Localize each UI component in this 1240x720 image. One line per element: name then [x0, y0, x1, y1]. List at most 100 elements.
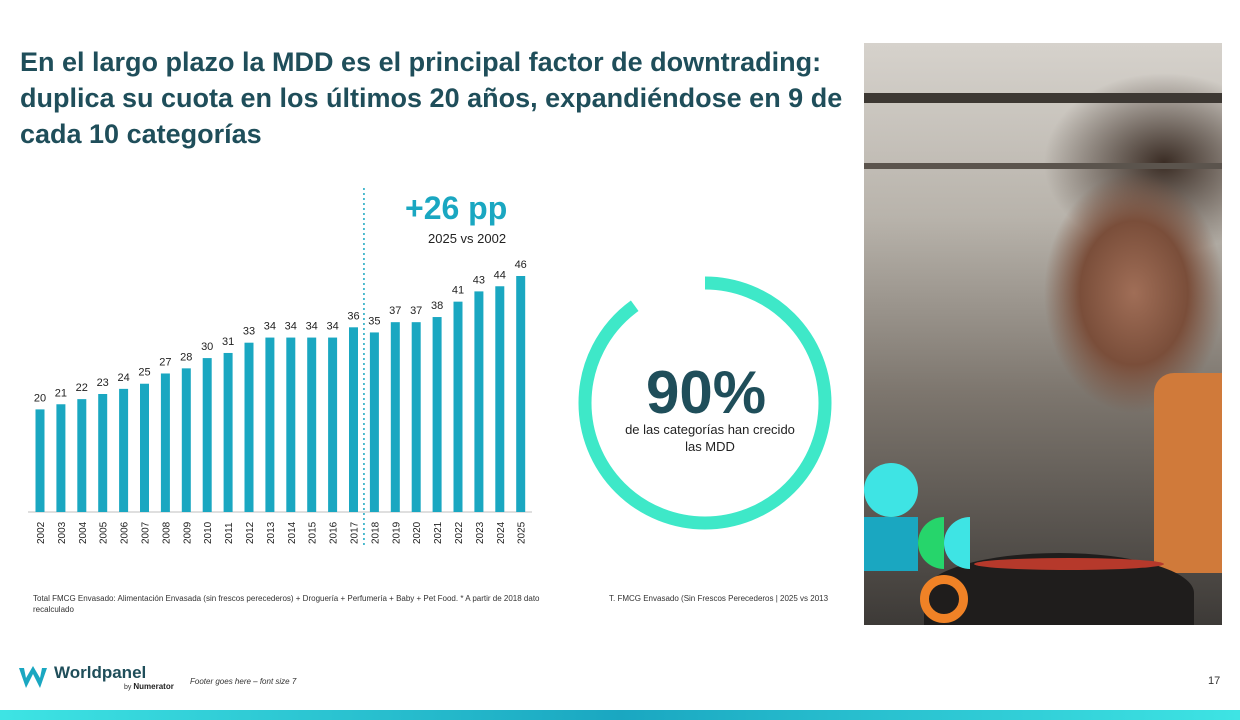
bar-2006 [119, 388, 129, 512]
data-label: 37 [410, 305, 422, 317]
data-label: 25 [138, 367, 150, 379]
shirt-shape [1154, 373, 1222, 573]
bar-2002 [35, 409, 45, 512]
brand-logo: Worldpanel by Numerator [18, 664, 174, 691]
x-tick-label: 2021 [433, 521, 444, 544]
bar-2009 [181, 368, 191, 512]
bar-2015 [307, 337, 317, 512]
data-label: 34 [306, 321, 318, 333]
x-tick-label: 2003 [57, 521, 68, 544]
bar-2018 [369, 332, 379, 512]
brand-byline: by Numerator [124, 682, 174, 691]
bar-2016 [328, 337, 338, 512]
bar-2020 [411, 322, 421, 512]
data-label: 37 [389, 305, 401, 317]
x-tick-label: 2012 [245, 521, 256, 544]
slide-title: En el largo plazo la MDD es el principal… [20, 47, 843, 149]
x-tick-label: 2024 [496, 521, 507, 544]
bar-2010 [202, 358, 212, 512]
data-label: 21 [55, 387, 67, 399]
x-tick-label: 2004 [78, 521, 89, 544]
data-label: 20 [34, 392, 46, 404]
data-label: 28 [180, 351, 192, 363]
brand-name: Worldpanel [54, 663, 147, 682]
ring-arc [578, 276, 832, 530]
x-tick-label: 2022 [454, 521, 465, 544]
x-tick-label: 2005 [99, 521, 110, 544]
x-tick-label: 2016 [329, 521, 340, 544]
source-note-left: Total FMCG Envasado: Alimentación Envasa… [33, 594, 540, 614]
bar-2013 [265, 337, 275, 512]
bar-2005 [98, 394, 108, 512]
x-tick-label: 2006 [120, 521, 131, 544]
highlight-caption: 2025 vs 2002 [428, 231, 507, 246]
data-label: 24 [117, 372, 129, 384]
bar-2007 [140, 383, 149, 512]
data-label: 46 [515, 259, 527, 271]
x-tick-label: 2013 [266, 521, 277, 544]
data-label: 41 [452, 285, 464, 297]
bar-2021 [432, 317, 442, 512]
bar-2024 [495, 286, 505, 512]
decor-leaf-icon [918, 517, 944, 569]
data-label: 44 [494, 269, 506, 281]
ring-caption: de las categorías han crecido las MDD [625, 422, 795, 454]
bar-2014 [286, 337, 296, 512]
x-tick-label: 2007 [141, 521, 152, 544]
x-tick-label: 2002 [36, 521, 47, 544]
data-label: 33 [243, 326, 255, 338]
person-tasting-food-photo [864, 43, 1222, 625]
data-label: 27 [159, 356, 171, 368]
decor-leaf-icon [944, 517, 970, 569]
x-tick-label: 2010 [203, 521, 214, 544]
progress-ring [578, 276, 832, 530]
x-tick-label: 2023 [475, 521, 486, 544]
x-tick-label: 2009 [182, 521, 193, 544]
x-tick-label: 2017 [350, 521, 361, 544]
footer-text: Footer goes here – font size 7 [190, 677, 297, 686]
bar-2008 [160, 373, 170, 512]
data-label: 35 [368, 315, 380, 327]
x-tick-label: 2014 [287, 521, 298, 544]
x-tick-label: 2015 [308, 521, 319, 544]
decor-circle-icon [864, 463, 918, 517]
data-label: 34 [326, 321, 338, 333]
decor-square-icon [864, 517, 918, 571]
page-number: 17 [1208, 675, 1221, 687]
brand-by-name: Numerator [133, 682, 174, 691]
ring-value: 90% [645, 359, 767, 426]
x-tick-label: 2018 [370, 521, 381, 544]
bar-chart: 20 2002 21 2003 22 2004 23 2005 24 2006 25 2007 27 20… [28, 188, 532, 548]
data-label: 36 [347, 310, 359, 322]
bar-2019 [390, 322, 400, 512]
bottom-accent-bar [0, 710, 1240, 720]
decor-ring-icon [920, 575, 968, 623]
brand-by-prefix: by [124, 684, 132, 691]
bar-2023 [474, 291, 484, 512]
bar-2025 [516, 276, 526, 512]
x-tick-label: 2019 [391, 521, 402, 544]
bar-2017 [349, 327, 358, 512]
bar-2004 [77, 399, 87, 512]
bar-2022 [453, 301, 463, 512]
x-tick-label: 2020 [412, 521, 423, 544]
worldpanel-logo-icon [19, 665, 47, 688]
x-tick-label: 2011 [224, 522, 235, 544]
data-label: 22 [76, 382, 88, 394]
shelf-shape [864, 163, 1222, 169]
data-label: 30 [201, 341, 213, 353]
x-tick-label: 2025 [517, 521, 528, 544]
data-label: 43 [473, 274, 485, 286]
bar-2011 [223, 352, 233, 512]
data-label: 34 [264, 321, 276, 333]
data-label: 23 [97, 377, 109, 389]
source-note-right: T. FMCG Envasado (Sin Frescos Perecedero… [609, 594, 829, 603]
data-label: 34 [285, 321, 297, 333]
bar-2012 [244, 342, 254, 512]
data-label: 38 [431, 300, 443, 312]
sauce-shape [974, 558, 1164, 570]
data-label: 31 [222, 336, 234, 348]
bar-2003 [56, 404, 66, 512]
shelf-shape [864, 93, 1222, 103]
x-tick-label: 2008 [161, 521, 172, 544]
